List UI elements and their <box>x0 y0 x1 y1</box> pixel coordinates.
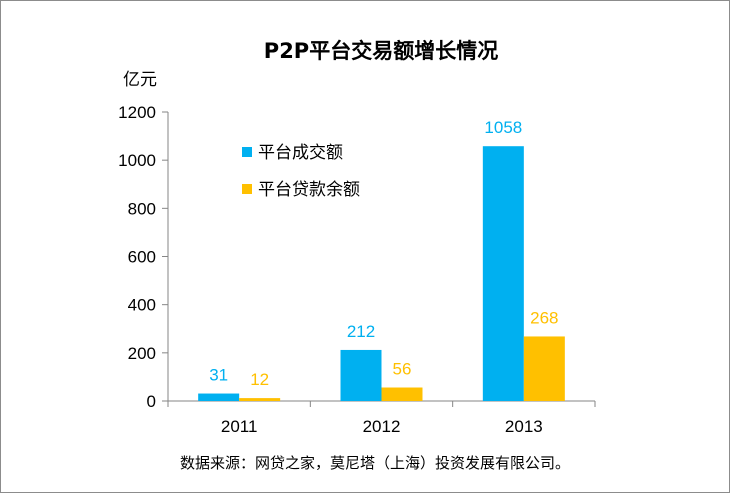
data-label: 56 <box>393 360 412 379</box>
data-label: 212 <box>347 322 375 341</box>
x-tick-label: 2013 <box>505 417 543 436</box>
x-tick-label: 2011 <box>221 417 258 436</box>
y-tick-label: 600 <box>128 248 156 267</box>
bar-volume <box>198 393 240 401</box>
bar-volume <box>340 349 382 401</box>
data-label: 1058 <box>484 118 522 137</box>
legend-swatch <box>242 147 252 157</box>
bars <box>198 146 565 401</box>
data-label: 268 <box>530 308 558 327</box>
y-tick-label: 200 <box>128 344 156 363</box>
chart-title: P2P平台交易额增长情况 <box>264 39 498 63</box>
y-axis: 0 200 400 600 800 1000 1200 <box>118 103 169 411</box>
bar-balance <box>523 336 565 401</box>
x-tick-label: 2012 <box>363 417 401 436</box>
bar-balance <box>239 398 281 401</box>
y-axis-label: 亿元 <box>123 70 157 90</box>
y-tick-label: 800 <box>128 199 156 218</box>
data-label: 31 <box>209 366 228 385</box>
y-tick-label: 1200 <box>118 103 156 122</box>
legend-swatch <box>242 184 252 194</box>
y-tick-label: 0 <box>147 392 156 411</box>
legend-label: 平台贷款余额 <box>258 180 360 200</box>
data-labels: 31 212 1058 12 56 268 <box>209 118 558 389</box>
y-tick-label: 1000 <box>118 151 156 170</box>
legend-label: 平台成交额 <box>258 143 343 163</box>
x-axis: 2011 2012 2013 <box>167 400 596 436</box>
bar-volume <box>482 146 524 401</box>
data-label: 12 <box>250 370 269 389</box>
y-tick-label: 400 <box>128 296 156 315</box>
bar-balance <box>381 387 423 401</box>
source-note: 数据来源：网贷之家，莫尼塔（上海）投资发展有限公司。 <box>180 454 570 472</box>
